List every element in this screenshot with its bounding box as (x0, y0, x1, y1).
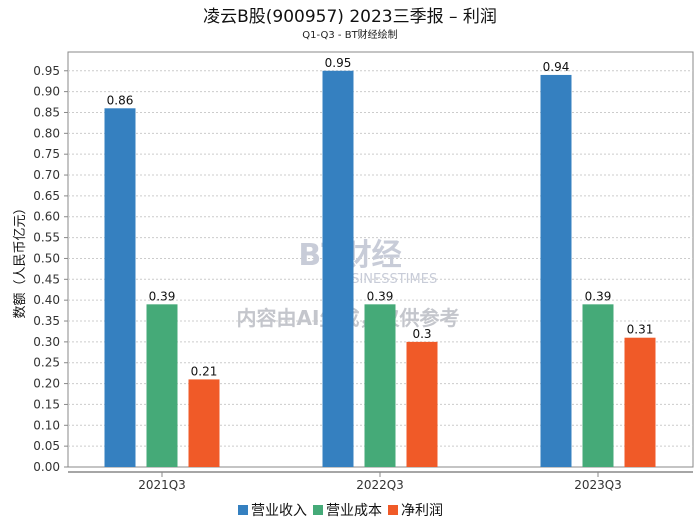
data-label: 0.21 (191, 364, 218, 378)
legend-swatch (313, 505, 323, 515)
legend-item-label[interactable]: 净利润 (401, 503, 443, 519)
y-tick-label: 0.40 (33, 293, 60, 307)
bar-2023Q3-营业成本 (582, 304, 614, 467)
chart-subtitle: Q1-Q3 - BT财经绘制 (302, 28, 397, 41)
x-tick-label: 2023Q3 (574, 478, 622, 492)
y-tick-label: 0.60 (33, 210, 60, 224)
legend-item-label[interactable]: 营业成本 (326, 503, 382, 519)
y-tick-label: 0.05 (33, 439, 60, 453)
data-label: 0.86 (107, 93, 134, 107)
y-tick-label: 0.90 (33, 85, 60, 99)
bar-2022Q3-净利润 (406, 341, 438, 467)
bar-2022Q3-营业成本 (364, 304, 396, 467)
y-tick-label: 0.20 (33, 377, 60, 391)
chart-title: 凌云B股(900957) 2023三季报 – 利润 (203, 7, 497, 27)
y-tick-label: 0.45 (33, 272, 60, 286)
bar-2021Q3-营业收入 (104, 108, 136, 468)
y-tick-label: 0.85 (33, 105, 60, 119)
data-label: 0.31 (627, 323, 654, 337)
y-tick-label: 0.80 (33, 126, 60, 140)
y-tick-label: 0.70 (33, 168, 60, 182)
bar-2023Q3-营业收入 (540, 74, 572, 467)
y-tick-label: 0.15 (33, 397, 60, 411)
data-label: 0.39 (149, 289, 176, 303)
bar-2023Q3-净利润 (624, 337, 656, 467)
x-tick-label: 2021Q3 (138, 478, 186, 492)
y-tick-label: 0.50 (33, 251, 60, 265)
data-label: 0.39 (585, 289, 612, 303)
data-label: 0.3 (412, 327, 431, 341)
y-tick-label: 0.35 (33, 314, 60, 328)
y-tick-label: 0.55 (33, 231, 60, 245)
legend-swatch (238, 505, 248, 515)
data-label: 0.39 (367, 289, 394, 303)
x-tick-label: 2022Q3 (356, 478, 404, 492)
bar-2022Q3-营业收入 (322, 70, 354, 467)
y-tick-label: 0.75 (33, 147, 60, 161)
y-tick-label: 0.00 (33, 460, 60, 474)
y-tick-label: 0.25 (33, 356, 60, 370)
y-tick-label: 0.65 (33, 189, 60, 203)
bar-2021Q3-营业成本 (146, 304, 178, 467)
y-tick-label: 0.95 (33, 64, 60, 78)
legend-swatch (388, 505, 398, 515)
watermark-brand-en: BUSINESSTIMES (333, 272, 437, 287)
legend-item-label[interactable]: 营业收入 (251, 503, 307, 519)
y-tick-label: 0.10 (33, 418, 60, 432)
y-axis-label: 数额（人民币亿元） (13, 201, 28, 318)
bar-2021Q3-净利润 (188, 379, 220, 467)
y-tick-label: 0.30 (33, 335, 60, 349)
data-label: 0.95 (325, 56, 352, 70)
data-label: 0.94 (543, 60, 570, 74)
